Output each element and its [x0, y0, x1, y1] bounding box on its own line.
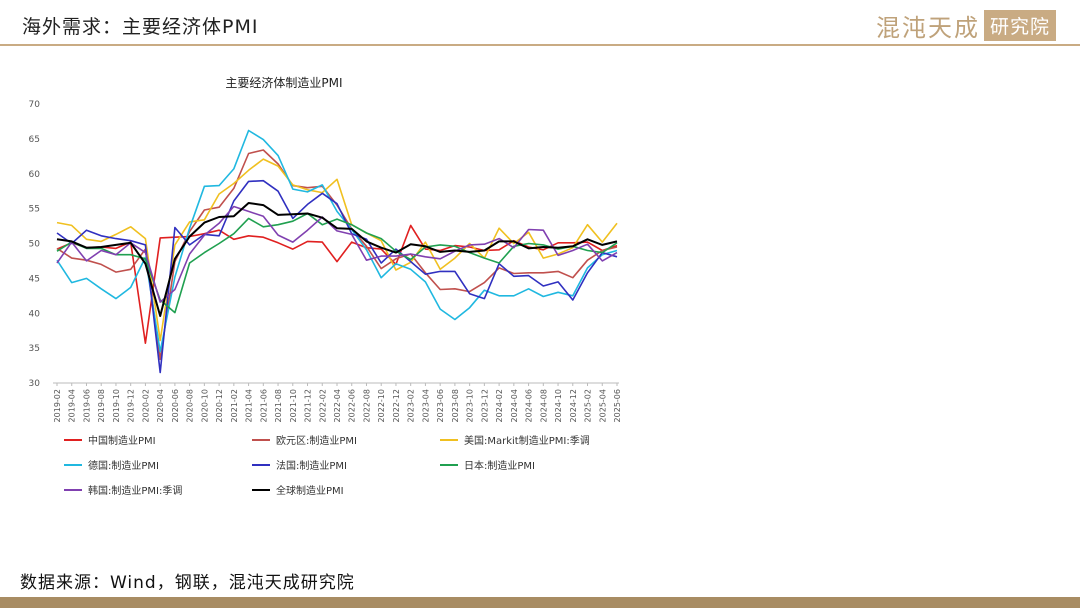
y-axis: 30 35 40 45 50 55 60 65 70 — [29, 100, 41, 389]
legend-item: 法国:制造业PMI — [252, 457, 347, 472]
x-tick-label: 2020-06 — [171, 389, 180, 422]
legend-swatch — [64, 488, 82, 491]
legend-label: 日本:制造业PMI — [464, 461, 535, 472]
x-tick-label: 2024-10 — [554, 389, 563, 422]
x-tick-label: 2024-02 — [495, 389, 504, 422]
x-tick-label: 2023-04 — [421, 389, 430, 422]
legend-swatch — [64, 438, 82, 441]
x-tick-label: 2021-10 — [289, 389, 298, 422]
x-tick-label: 2022-04 — [333, 389, 342, 422]
brand-logo: 混沌天成 研究院 — [876, 8, 1056, 43]
x-tick-label: 2021-12 — [304, 389, 313, 422]
legend-label: 美国:Markit制造业PMI:季调 — [464, 436, 590, 447]
brand-box: 研究院 — [983, 10, 1056, 41]
x-tick-label: 2021-04 — [245, 389, 254, 422]
series-line-7 — [56, 205, 618, 303]
x-tick-label: 2025-02 — [584, 389, 593, 422]
y-tick-label: 50 — [29, 240, 41, 250]
legend-swatch — [252, 438, 270, 441]
x-tick-label: 2023-06 — [436, 389, 445, 422]
x-tick-label: 2022-12 — [392, 389, 401, 422]
x-tick-label: 2019-06 — [82, 389, 91, 422]
legend-swatch — [440, 438, 458, 441]
x-tick-label: 2025-04 — [598, 389, 607, 422]
series-line-8 — [56, 202, 618, 317]
y-tick-label: 70 — [29, 100, 41, 110]
series-lines — [56, 129, 618, 374]
x-tick-label: 2023-08 — [451, 389, 460, 422]
legend-label: 韩国:制造业PMI:季调 — [88, 486, 183, 497]
y-tick-label: 65 — [29, 135, 40, 145]
y-tick-label: 55 — [29, 205, 40, 215]
legend-swatch — [252, 463, 270, 466]
x-tick-label: 2019-12 — [127, 389, 136, 422]
x-tick-label: 2024-04 — [510, 389, 519, 422]
legend-label: 法国:制造业PMI — [276, 461, 347, 472]
x-tick-label: 2020-12 — [215, 389, 224, 422]
brand-name: 混沌天成 — [875, 14, 980, 42]
x-tick-label: 2023-10 — [466, 389, 475, 422]
x-tick-label: 2022-10 — [377, 389, 386, 422]
x-tick-label: 2020-10 — [200, 389, 209, 422]
x-tick-label: 2020-02 — [141, 389, 150, 422]
legend-swatch — [64, 463, 82, 466]
legend-item: 欧元区:制造业PMI — [252, 432, 357, 447]
legend-swatch — [252, 488, 270, 491]
x-tick-label: 2022-02 — [318, 389, 327, 422]
x-tick-label: 2020-04 — [156, 389, 165, 422]
y-tick-label: 30 — [29, 379, 41, 389]
x-tick-label: 2021-06 — [259, 389, 268, 422]
legend-item: 全球制造业PMI — [252, 482, 344, 497]
x-tick-label: 2024-12 — [569, 389, 578, 422]
x-tick-label: 2024-06 — [525, 389, 534, 422]
footer-bar — [0, 597, 1080, 608]
x-tick-label: 2022-06 — [348, 389, 357, 422]
x-tick-label: 2020-08 — [186, 389, 195, 422]
x-tick-label: 2022-08 — [362, 389, 371, 422]
y-tick-label: 40 — [29, 309, 41, 319]
x-tick-label: 2021-08 — [274, 389, 283, 422]
x-tick-label: 2019-10 — [112, 389, 121, 422]
legend-label: 德国:制造业PMI — [88, 461, 159, 472]
x-tick-label: 2019-08 — [97, 389, 106, 422]
legend-swatch — [440, 463, 458, 466]
data-source: 数据来源：Wind，钢联，混沌天成研究院 — [20, 573, 355, 593]
x-tick-label: 2023-02 — [407, 389, 416, 422]
series-line-6 — [56, 212, 618, 314]
x-tick-label: 2024-08 — [539, 389, 548, 422]
series-line-5 — [56, 179, 618, 374]
legend-item: 中国制造业PMI — [64, 432, 156, 447]
x-axis: 2019-02 2019-04 2019-06 2019-08 2019-10 2019-… — [53, 382, 622, 422]
x-tick-label: 2019-04 — [68, 389, 77, 422]
legend-label: 全球制造业PMI — [276, 486, 344, 497]
legend-item: 德国:制造业PMI — [64, 457, 159, 472]
header-divider — [0, 44, 1080, 46]
legend-item: 美国:Markit制造业PMI:季调 — [440, 432, 590, 447]
y-tick-label: 35 — [29, 344, 40, 354]
y-tick-label: 45 — [29, 274, 40, 284]
chart-title: 主要经济体制造业PMI — [225, 75, 342, 90]
legend-label: 欧元区:制造业PMI — [276, 436, 357, 447]
legend-item: 日本:制造业PMI — [440, 457, 535, 472]
x-tick-label: 2023-12 — [480, 389, 489, 422]
x-tick-label: 2025-06 — [613, 389, 622, 422]
page-title: 海外需求：主要经济体PMI — [22, 16, 259, 38]
legend-item: 韩国:制造业PMI:季调 — [64, 482, 182, 497]
y-tick-label: 60 — [29, 170, 41, 180]
legend-label: 中国制造业PMI — [88, 436, 156, 447]
x-tick-label: 2019-02 — [53, 389, 62, 422]
x-tick-label: 2021-02 — [230, 389, 239, 422]
